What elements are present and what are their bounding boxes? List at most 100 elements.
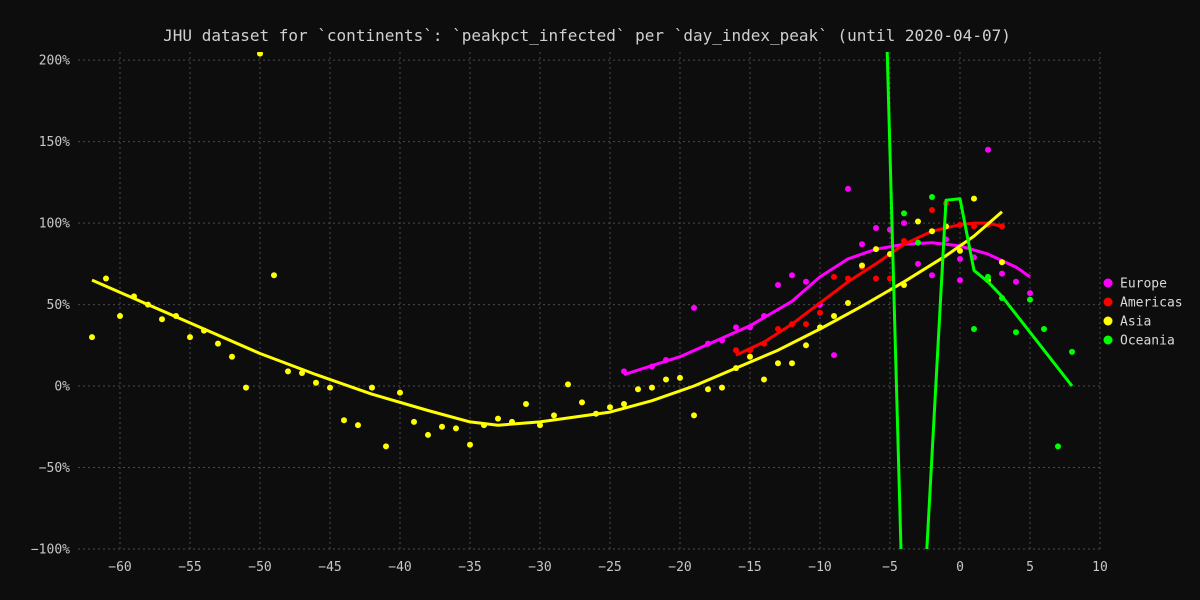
data-point-asia <box>523 400 529 407</box>
data-point-asia <box>929 228 935 235</box>
data-point-asia <box>285 368 291 375</box>
data-point-asia <box>565 381 571 388</box>
legend-marker-oceania <box>1103 335 1113 345</box>
data-point-americas <box>831 273 837 280</box>
trend-line-europe <box>623 241 1031 377</box>
data-point-asia <box>873 246 879 253</box>
data-point-americas <box>873 275 879 282</box>
y-tick-label: 100% <box>39 217 70 232</box>
trend-line-oceania <box>885 52 1074 549</box>
data-point-asia <box>383 443 389 450</box>
x-tick-label: 5 <box>1026 560 1034 575</box>
data-point-oceania <box>971 326 977 333</box>
data-point-asia <box>467 441 473 448</box>
data-point-europe <box>915 260 921 267</box>
data-point-asia <box>439 423 445 430</box>
x-tick-label: −50 <box>248 560 271 575</box>
data-point-europe <box>901 220 907 227</box>
data-point-europe <box>929 272 935 279</box>
data-point-americas <box>887 275 893 282</box>
legend-marker-asia <box>1103 316 1113 326</box>
data-point-oceania <box>1055 443 1061 450</box>
x-tick-label: −35 <box>458 560 481 575</box>
data-point-americas <box>929 207 935 214</box>
y-tick-label: 0% <box>54 380 70 395</box>
data-point-asia <box>845 299 851 306</box>
series-oceania <box>885 52 1075 549</box>
x-tick-label: −60 <box>108 560 131 575</box>
data-point-asia <box>761 376 767 383</box>
data-point-asia <box>691 412 697 419</box>
x-tick-label: 0 <box>956 560 964 575</box>
data-point-asia <box>369 384 375 391</box>
data-point-oceania <box>985 273 991 280</box>
data-point-oceania <box>1041 326 1047 333</box>
data-point-asia <box>327 384 333 391</box>
data-point-asia <box>999 259 1005 266</box>
data-point-asia <box>915 218 921 225</box>
data-point-asia <box>971 195 977 202</box>
data-point-asia <box>621 400 627 407</box>
data-point-europe <box>803 278 809 285</box>
data-point-asia <box>677 374 683 381</box>
data-point-europe <box>873 224 879 231</box>
data-point-europe <box>845 185 851 192</box>
data-point-europe <box>789 272 795 279</box>
data-point-asia <box>579 399 585 406</box>
data-point-europe <box>859 241 865 248</box>
legend-label-americas: Americas <box>1120 296 1183 311</box>
x-tick-label: −15 <box>738 560 761 575</box>
data-point-europe <box>775 282 781 289</box>
data-point-europe <box>831 352 837 359</box>
legend-marker-europe <box>1103 278 1113 288</box>
data-point-asia <box>229 353 235 360</box>
legend-marker-americas <box>1103 297 1113 307</box>
data-point-asia <box>159 316 165 323</box>
series-layer <box>89 52 1075 549</box>
y-axis: −100% −50% 0% 50% 100% 150% 200% <box>31 54 70 558</box>
data-point-asia <box>89 334 95 341</box>
data-point-asia <box>243 384 249 391</box>
y-tick-label: 150% <box>39 135 70 150</box>
y-tick-label: −50% <box>39 461 70 476</box>
data-point-europe <box>999 270 1005 277</box>
trend-line-asia <box>91 210 1003 427</box>
data-point-asia <box>411 418 417 425</box>
data-point-oceania <box>915 239 921 246</box>
data-point-asia <box>271 272 277 279</box>
series-asia <box>89 52 1005 450</box>
data-point-asia <box>187 334 193 341</box>
legend-label-asia: Asia <box>1120 315 1151 330</box>
data-point-europe <box>1027 290 1033 297</box>
data-point-europe <box>1013 278 1019 285</box>
data-point-asia <box>117 312 123 319</box>
data-point-asia <box>775 360 781 367</box>
x-tick-label: 10 <box>1092 560 1108 575</box>
data-point-americas <box>971 223 977 230</box>
data-point-europe <box>691 304 697 311</box>
data-point-europe <box>985 146 991 153</box>
legend-label-europe: Europe <box>1120 277 1167 292</box>
data-point-asia <box>649 384 655 391</box>
data-point-asia <box>313 379 319 386</box>
x-tick-label: −25 <box>598 560 621 575</box>
data-point-asia <box>397 389 403 396</box>
data-point-americas <box>803 321 809 328</box>
grid <box>78 52 1101 550</box>
data-point-asia <box>341 417 347 424</box>
data-point-asia <box>607 404 613 411</box>
x-tick-label: −55 <box>178 560 201 575</box>
data-point-oceania <box>1027 296 1033 303</box>
x-tick-label: −40 <box>388 560 411 575</box>
data-point-asia <box>747 353 753 360</box>
data-point-asia <box>551 412 557 419</box>
data-point-oceania <box>1013 329 1019 336</box>
x-axis: −60 −55 −50 −45 −40 −35 −30 −25 −20 −15 −10 −5 0 5 10 <box>108 560 1108 575</box>
data-point-asia <box>299 370 305 377</box>
data-point-asia <box>719 384 725 391</box>
data-point-asia <box>705 386 711 393</box>
data-point-asia <box>663 376 669 383</box>
data-point-asia <box>537 422 543 429</box>
data-point-asia <box>453 425 459 432</box>
